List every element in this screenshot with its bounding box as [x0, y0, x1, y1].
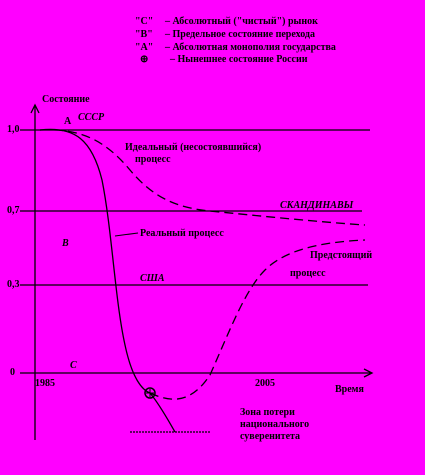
x-tick-label: 1985	[35, 378, 55, 389]
label: Идеальный (несостоявшийся)	[125, 142, 261, 153]
point-label: А	[64, 116, 72, 127]
y-tick-label: 1,0	[7, 124, 20, 135]
point-label: С	[70, 360, 77, 371]
legend: "С" – Абсолютный ("чистый") рынок "В" – …	[135, 16, 336, 65]
ideal-curve	[39, 129, 366, 226]
legend-text: – Нынешнее состояние России	[169, 54, 308, 65]
label: Предстоящий	[310, 250, 372, 261]
leader	[114, 232, 139, 237]
legend-symbol: "С"	[135, 16, 153, 27]
legend-symbol: "А"	[135, 42, 153, 53]
x-axis-label: Время	[335, 384, 364, 395]
label: процесс	[290, 268, 326, 279]
legend-symbol: ⊕	[140, 54, 148, 65]
legend-text: – Предельное состояние перехода	[164, 29, 315, 40]
legend-symbol: "В"	[135, 29, 153, 40]
legend-text: – Абсолютная монополия государства	[164, 42, 336, 53]
future-curve	[149, 239, 366, 400]
label: США	[140, 273, 165, 284]
y-tick-label: 0	[10, 367, 15, 378]
label: национального	[240, 419, 309, 430]
y-axis-label: Состояние	[42, 94, 90, 105]
y-tick-label: 0,3	[7, 279, 20, 290]
x-arrow	[363, 368, 374, 378]
point-label: В	[61, 238, 69, 249]
label: суверенитета	[240, 431, 300, 442]
y-tick-label: 0,7	[7, 205, 20, 216]
real-curve	[39, 128, 176, 433]
label: СКАНДИНАВЫ	[280, 200, 354, 211]
russia-marker	[144, 387, 156, 399]
y-arrow	[30, 103, 40, 114]
label: процесс	[135, 154, 171, 165]
label: Зона потери	[240, 407, 295, 418]
legend-text: – Абсолютный ("чистый") рынок	[164, 16, 318, 27]
label: СССР	[78, 112, 105, 123]
label: Реальный процесс	[140, 228, 224, 239]
x-tick-label: 2005	[255, 378, 275, 389]
